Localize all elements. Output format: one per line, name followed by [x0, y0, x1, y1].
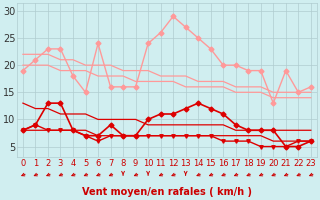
X-axis label: Vent moyen/en rafales ( km/h ): Vent moyen/en rafales ( km/h ) [82, 187, 252, 197]
